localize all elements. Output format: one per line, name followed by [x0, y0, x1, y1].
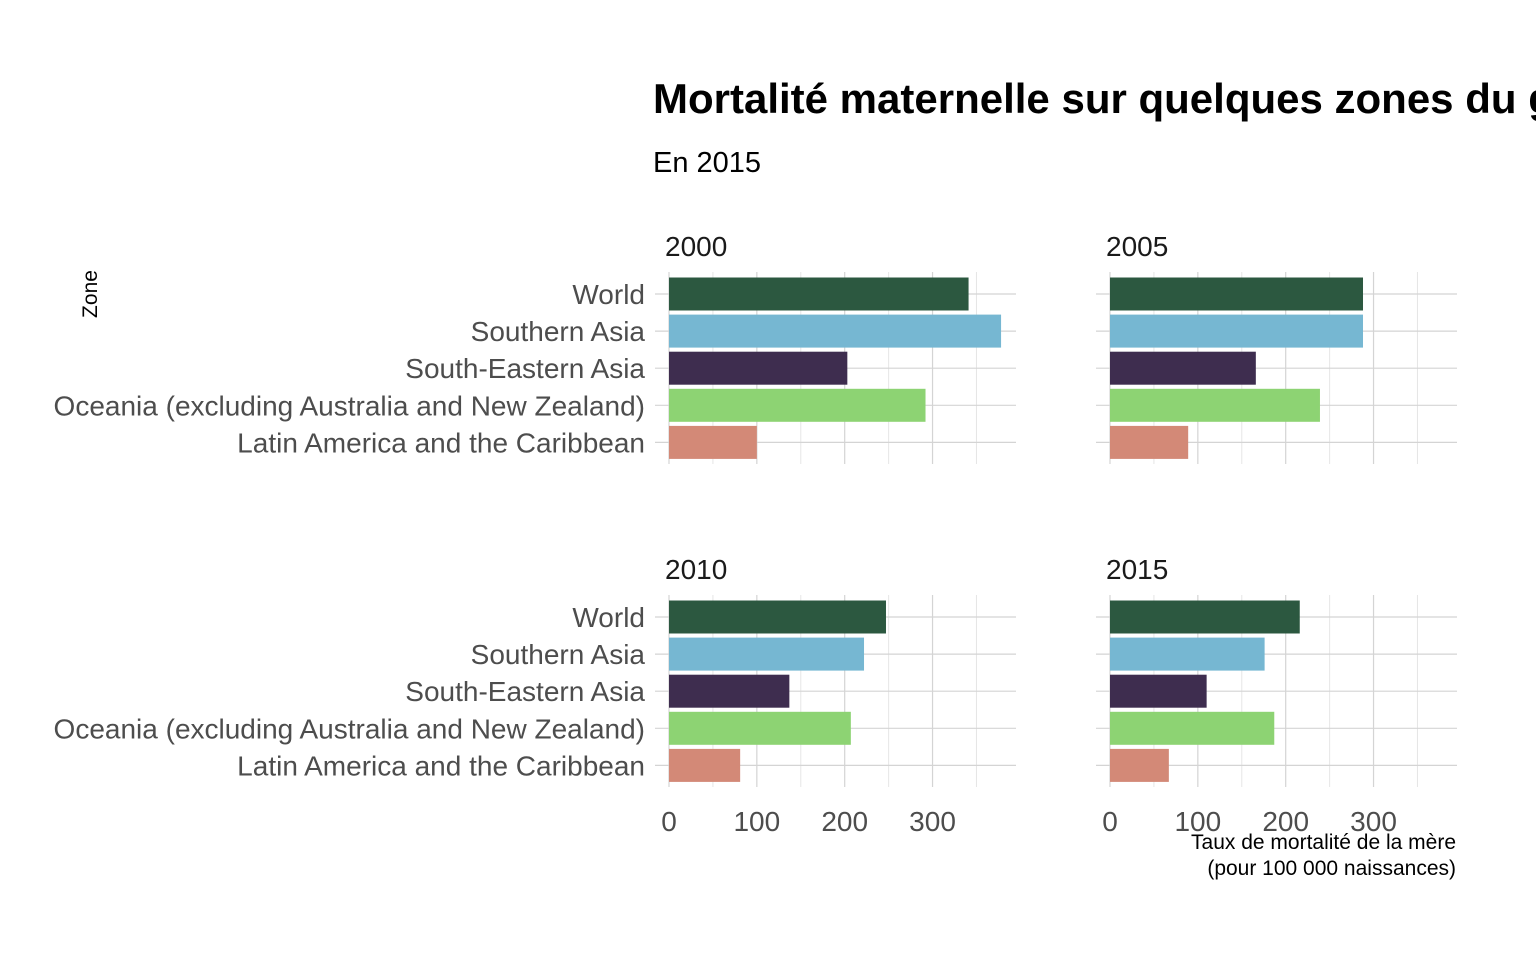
- bar-2010-1: [669, 637, 865, 671]
- x-tick-label: 0: [1102, 806, 1118, 837]
- category-label: World: [572, 279, 645, 310]
- x-tick-label: 300: [909, 806, 956, 837]
- category-label: Latin America and the Caribbean: [237, 427, 645, 458]
- category-label: Southern Asia: [471, 639, 646, 670]
- x-tick-label: 100: [733, 806, 780, 837]
- facet-title-2010: 2010: [665, 554, 727, 585]
- x-tick-label: 0: [661, 806, 677, 837]
- bar-2000-0: [669, 277, 969, 311]
- y-axis-title: Zone: [79, 270, 102, 318]
- bar-2010-0: [669, 600, 886, 634]
- bar-2005-3: [1110, 388, 1320, 422]
- chart-title: Mortalité maternelle sur quelques zones …: [653, 75, 1536, 122]
- category-label: Latin America and the Caribbean: [237, 750, 645, 781]
- bar-2005-2: [1110, 351, 1256, 385]
- bar-2005-1: [1110, 314, 1364, 348]
- x-axis-title-line: (pour 100 000 naissances): [1207, 857, 1456, 880]
- bar-2010-3: [669, 711, 851, 745]
- category-label: Oceania (excluding Australia and New Zea…: [54, 713, 645, 744]
- bar-2015-2: [1110, 674, 1207, 708]
- bar-2015-1: [1110, 637, 1265, 671]
- category-label: Southern Asia: [471, 316, 646, 347]
- bar-2015-4: [1110, 748, 1169, 782]
- x-tick-label: 300: [1350, 806, 1397, 837]
- bar-2015-0: [1110, 600, 1300, 634]
- facet-2000: 2000 World Southern Asia South-Eastern Asia…: [54, 231, 1016, 464]
- bar-2000-2: [669, 351, 848, 385]
- facet-title-2015: 2015: [1106, 554, 1168, 585]
- facet-2005: 2005: [1096, 231, 1457, 464]
- bar-2010-2: [669, 674, 790, 708]
- bar-2010-4: [669, 748, 741, 782]
- x-tick-label: 200: [1262, 806, 1309, 837]
- facet-2015: 2015 0 100 200 300: [1096, 554, 1457, 837]
- x-tick-label: 100: [1174, 806, 1221, 837]
- chart-subtitle: En 2015: [653, 147, 761, 179]
- facet-title-2005: 2005: [1106, 231, 1168, 262]
- category-label: World: [572, 602, 645, 633]
- bar-2000-3: [669, 388, 926, 422]
- bar-2005-4: [1110, 425, 1189, 459]
- bar-2000-1: [669, 314, 1002, 348]
- facet-title-2000: 2000: [665, 231, 727, 262]
- category-label: South-Eastern Asia: [405, 353, 645, 384]
- bar-2015-3: [1110, 711, 1275, 745]
- x-tick-label: 200: [821, 806, 868, 837]
- x-axis-title-line: Taux de mortalité de la mère: [1191, 831, 1456, 854]
- bar-2000-4: [669, 425, 757, 459]
- category-label: Oceania (excluding Australia and New Zea…: [54, 390, 645, 421]
- x-axis-title: Taux de mortalité de la mère (pour 100 00…: [1191, 831, 1456, 880]
- category-label: South-Eastern Asia: [405, 676, 645, 707]
- bar-2005-0: [1110, 277, 1364, 311]
- facet-2010: 2010 World Southern Asia South-Eastern Asia…: [54, 554, 1016, 837]
